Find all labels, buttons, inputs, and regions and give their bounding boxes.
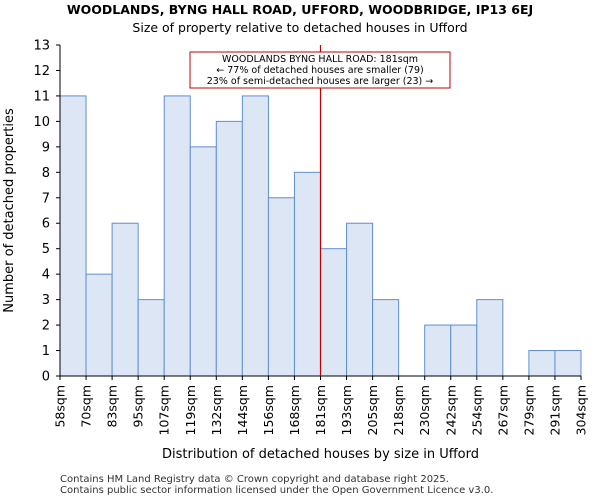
bar-291sqm	[554, 350, 582, 377]
bar-205sqm	[372, 299, 400, 377]
bar-58sqm	[59, 95, 87, 377]
bar-156sqm	[267, 197, 295, 377]
x-tick-label: 70sqm	[79, 385, 94, 428]
y-tick-label: 0	[42, 370, 50, 385]
y-tick-label: 10	[33, 115, 50, 130]
annotation-line-2: ← 77% of detached houses are smaller (79…	[216, 65, 423, 76]
y-tick-label: 12	[33, 64, 50, 79]
bar-83sqm	[111, 222, 139, 377]
bar-119sqm	[189, 146, 217, 377]
y-tick-label: 4	[42, 268, 50, 283]
bar-242sqm	[450, 324, 478, 377]
bar-279sqm	[528, 350, 556, 377]
x-tick-label: 254sqm	[469, 385, 484, 435]
bar-181sqm	[320, 248, 348, 377]
annotation-frame	[189, 51, 451, 89]
footer-line-2: Contains public sector information licen…	[60, 485, 494, 496]
x-tick-label: 218sqm	[391, 385, 406, 435]
bar-95sqm	[137, 299, 165, 377]
x-tick-label: 95sqm	[131, 385, 146, 428]
y-tick-label: 1	[42, 344, 50, 359]
y-tick-label: 11	[33, 89, 50, 104]
x-tick-label: 107sqm	[157, 385, 172, 435]
y-tick-label: 3	[42, 293, 50, 308]
x-tick-label: 279sqm	[521, 385, 536, 435]
x-axis-label: Distribution of detached houses by size …	[162, 447, 479, 462]
bar-254sqm	[476, 299, 504, 377]
y-tick-label: 7	[42, 191, 50, 206]
chart-subtitle: Size of property relative to detached ho…	[132, 20, 468, 35]
y-tick-label: 2	[42, 319, 50, 334]
y-tick-label: 6	[42, 217, 50, 232]
x-tick-label: 156sqm	[261, 385, 276, 435]
x-tick-label: 291sqm	[547, 385, 562, 435]
bar-230sqm	[424, 324, 452, 377]
bar-70sqm	[85, 273, 113, 377]
x-tick-label: 242sqm	[443, 385, 458, 435]
x-tick-label: 144sqm	[235, 385, 250, 435]
x-tick-label: 132sqm	[209, 385, 224, 435]
bars-group	[59, 95, 582, 377]
bar-132sqm	[215, 120, 243, 377]
annotation-line-3: 23% of semi-detached houses are larger (…	[207, 76, 434, 87]
x-tick-label: 193sqm	[339, 385, 354, 435]
x-tick-label: 58sqm	[53, 385, 68, 428]
x-tick-label: 304sqm	[574, 385, 589, 435]
bar-144sqm	[241, 95, 269, 377]
footer: Contains HM Land Registry data © Crown c…	[60, 474, 493, 496]
y-tick-label: 8	[42, 166, 50, 181]
annotation-box: WOODLANDS BYNG HALL ROAD: 181sqm ← 77% o…	[189, 51, 451, 89]
y-tick-label: 13	[33, 39, 50, 54]
y-tick-label: 5	[42, 242, 50, 257]
x-tick-label: 205sqm	[365, 385, 380, 435]
bar-107sqm	[163, 95, 191, 377]
bar-193sqm	[346, 222, 374, 377]
y-axis-label: Number of detached properties	[2, 108, 17, 313]
x-tick-label: 83sqm	[105, 385, 120, 428]
x-tick-label: 119sqm	[183, 385, 198, 435]
footer-line-1: Contains HM Land Registry data © Crown c…	[60, 474, 449, 485]
annotation-line-1: WOODLANDS BYNG HALL ROAD: 181sqm	[222, 54, 418, 65]
x-tick-label: 168sqm	[287, 385, 302, 435]
y-tick-label: 9	[42, 140, 50, 155]
x-tick-label: 181sqm	[313, 385, 328, 435]
x-tick-label: 230sqm	[417, 385, 432, 435]
chart-title: WOODLANDS, BYNG HALL ROAD, UFFORD, WOODB…	[66, 2, 534, 17]
bar-168sqm	[293, 171, 322, 377]
x-axis: 58sqm 70sqm 83sqm 95sqm 107sqm 119sqm 132sqm 14…	[53, 375, 589, 435]
x-tick-label: 267sqm	[495, 385, 510, 435]
